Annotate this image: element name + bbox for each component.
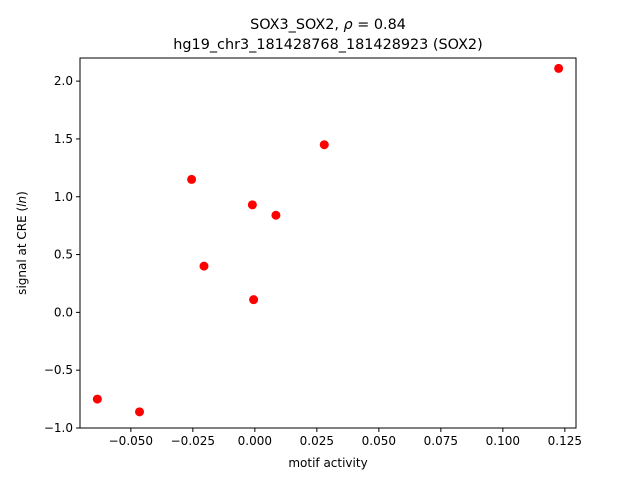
data-point [187, 174, 197, 184]
x-tick-label: 0.050 [362, 434, 396, 448]
axes-frame [79, 57, 577, 429]
data-point [135, 407, 145, 417]
title-prefix: SOX3_SOX2, [250, 17, 343, 33]
x-tick-label: −0.050 [109, 434, 153, 448]
x-tick-label: 0.025 [300, 434, 334, 448]
data-point [271, 210, 281, 220]
y-tick-label: 1.0 [54, 190, 73, 204]
y-tick-label: 1.5 [54, 132, 73, 146]
x-tick-label: 0.100 [486, 434, 520, 448]
x-tick-label: 0.000 [238, 434, 272, 448]
ylabel-prefix: signal at CRE ( [15, 207, 29, 295]
ylabel-suffix: ) [15, 191, 29, 196]
y-tick-label: 0.5 [54, 248, 73, 262]
x-tick-label: −0.025 [171, 434, 215, 448]
x-axis-ticks: −0.050 −0.025 0.000 0.025 0.050 0.075 0.100 0.1… [109, 428, 582, 448]
y-axis-ticks: −1.0 −0.5 0.0 0.5 1.0 1.5 2.0 [44, 74, 80, 435]
y-tick-label: 2.0 [54, 74, 73, 88]
chart-title-line2: hg19_chr3_181428768_181428923 (SOX2) [173, 37, 482, 53]
data-point [319, 140, 329, 150]
data-points [92, 63, 564, 417]
data-point [554, 63, 564, 73]
data-point [92, 394, 102, 404]
y-tick-label: 0.0 [54, 305, 73, 319]
ylabel-italic: ln [15, 196, 29, 207]
data-point [199, 261, 209, 271]
chart-title-line1: SOX3_SOX2, ρ = 0.84 [250, 17, 406, 33]
data-point [247, 200, 257, 210]
x-axis-label: motif activity [288, 456, 367, 470]
x-tick-label: 0.125 [548, 434, 582, 448]
data-point [249, 295, 259, 305]
y-tick-label: −0.5 [44, 363, 73, 377]
title-rho-symbol: ρ [344, 17, 353, 33]
title-suffix: = 0.84 [353, 17, 406, 33]
y-tick-label: −1.0 [44, 421, 73, 435]
y-axis-label: signal at CRE (ln) [15, 191, 29, 295]
x-tick-label: 0.075 [424, 434, 458, 448]
